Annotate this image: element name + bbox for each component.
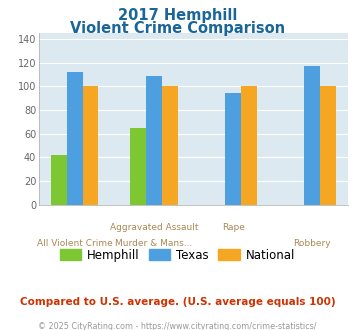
Bar bbox=[67, 72, 83, 205]
Text: Compared to U.S. average. (U.S. average equals 100): Compared to U.S. average. (U.S. average … bbox=[20, 297, 335, 307]
Text: Violent Crime Comparison: Violent Crime Comparison bbox=[70, 21, 285, 36]
Bar bbox=[225, 93, 241, 205]
Bar bbox=[304, 66, 320, 205]
Text: Rape: Rape bbox=[222, 223, 245, 232]
Text: 2017 Hemphill: 2017 Hemphill bbox=[118, 8, 237, 23]
Bar bbox=[83, 86, 98, 205]
Bar bbox=[241, 86, 257, 205]
Legend: Hemphill, Texas, National: Hemphill, Texas, National bbox=[55, 244, 300, 266]
Bar bbox=[146, 76, 162, 205]
Bar bbox=[162, 86, 178, 205]
Text: Murder & Mans...: Murder & Mans... bbox=[115, 239, 192, 248]
Text: Robbery: Robbery bbox=[294, 239, 331, 248]
Text: All Violent Crime: All Violent Crime bbox=[37, 239, 113, 248]
Text: © 2025 CityRating.com - https://www.cityrating.com/crime-statistics/: © 2025 CityRating.com - https://www.city… bbox=[38, 322, 317, 330]
Text: Aggravated Assault: Aggravated Assault bbox=[110, 223, 198, 232]
Bar bbox=[51, 155, 67, 205]
Bar bbox=[130, 128, 146, 205]
Bar bbox=[320, 86, 336, 205]
